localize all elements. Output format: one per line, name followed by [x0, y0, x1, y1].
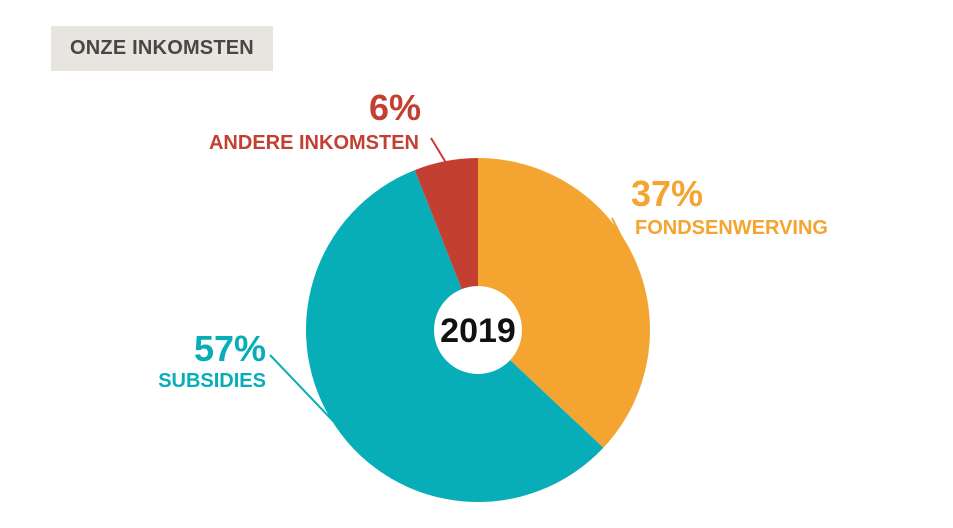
chart-title-box: ONZE INKOMSTEN: [51, 26, 273, 71]
leader-line: [269, 354, 339, 427]
slice-name-label: ANDERE INKOMSTEN: [209, 132, 419, 154]
center-hole: [434, 286, 522, 374]
pie-slice-andere-inkomsten: [414, 158, 478, 330]
center-year-label: 2019: [440, 312, 516, 350]
slice-name-label: FONDSENWERVING: [635, 217, 828, 239]
pie-slice-fondsenwerving: [478, 158, 650, 448]
leader-line: [611, 217, 635, 263]
slice-name-label: SUBSIDIES: [158, 370, 266, 392]
leader-line: [430, 137, 448, 164]
chart-title: ONZE INKOMSTEN: [70, 37, 254, 59]
slice-percent-label: 57%: [194, 328, 266, 369]
slice-percent-label: 6%: [369, 87, 421, 128]
slice-percent-label: 37%: [631, 173, 703, 214]
